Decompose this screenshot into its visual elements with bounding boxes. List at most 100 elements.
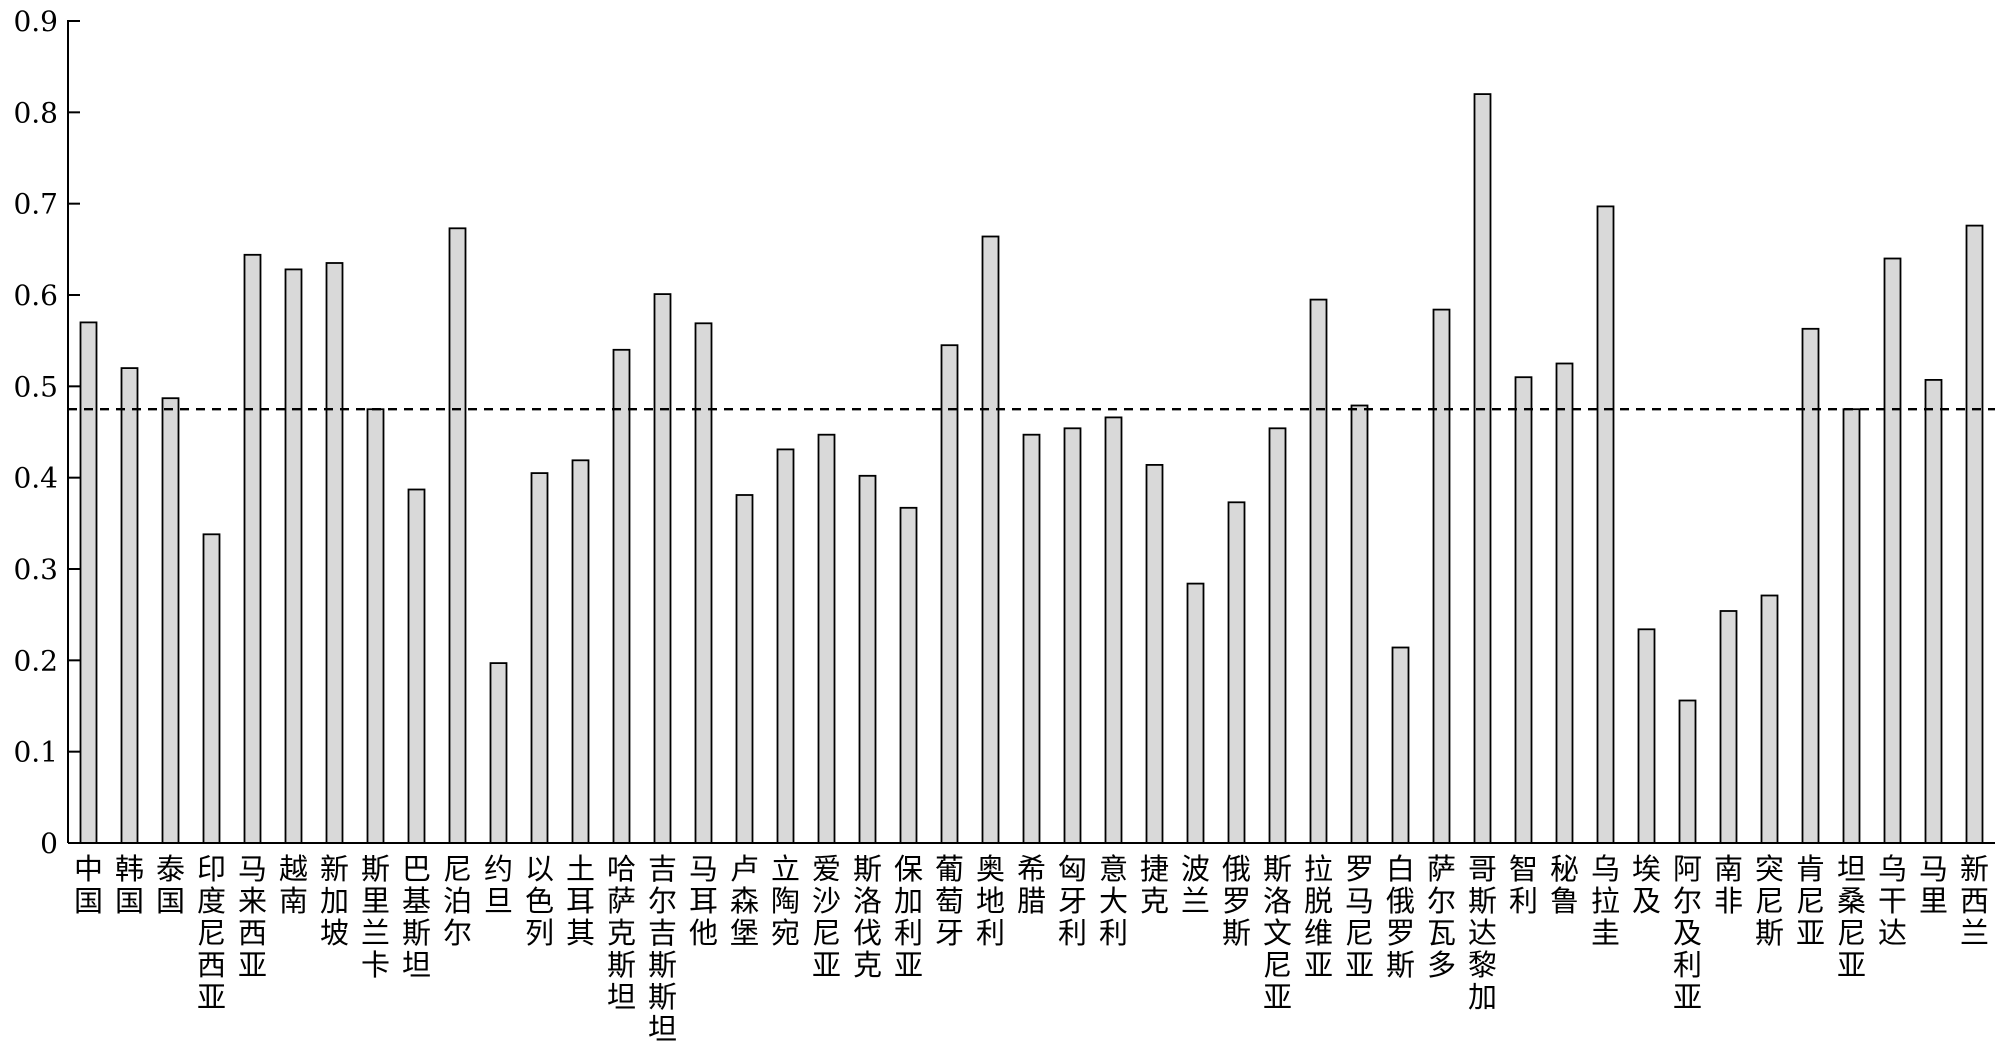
bar xyxy=(1596,205,1615,844)
bar xyxy=(1309,298,1328,844)
x-category-label: 泰国 xyxy=(156,852,185,918)
x-category-label: 俄罗斯 xyxy=(1222,852,1251,950)
y-tick-label: 0.5 xyxy=(13,370,58,403)
x-category-label: 斯洛文尼亚 xyxy=(1263,852,1292,1014)
x-category-label: 希腊 xyxy=(1017,852,1046,918)
bar xyxy=(284,268,303,844)
y-tick-label: 0.7 xyxy=(13,188,58,221)
bar xyxy=(694,322,713,844)
x-category-label: 波兰 xyxy=(1181,852,1210,918)
bar xyxy=(735,494,754,844)
x-category-label: 新加坡 xyxy=(320,852,349,950)
bar xyxy=(1063,427,1082,844)
x-category-label: 秘鲁 xyxy=(1550,852,1579,918)
bar xyxy=(243,253,262,844)
bar xyxy=(1104,416,1123,844)
x-category-label: 哥斯达黎加 xyxy=(1468,852,1497,1014)
x-category-label: 乌拉圭 xyxy=(1591,852,1620,950)
x-category-label: 匈牙利 xyxy=(1058,852,1087,950)
x-category-label: 约旦 xyxy=(484,852,513,918)
x-category-label: 立陶宛 xyxy=(771,852,800,950)
bar xyxy=(1432,308,1451,844)
y-tick-label: 0 xyxy=(40,827,58,860)
bar xyxy=(1801,327,1820,844)
x-category-label: 斯洛伐克 xyxy=(853,852,882,982)
bar xyxy=(1186,582,1205,844)
x-category-label: 斯里兰卡 xyxy=(361,852,390,982)
bar xyxy=(448,227,467,844)
bar xyxy=(981,235,1000,844)
x-category-label: 哈萨克斯坦 xyxy=(607,852,636,1014)
bar xyxy=(1842,408,1861,844)
bar xyxy=(1965,224,1984,844)
bar xyxy=(325,262,344,844)
bar xyxy=(571,459,590,844)
bar xyxy=(1022,433,1041,844)
bar xyxy=(653,293,672,844)
y-tick-label: 0.6 xyxy=(13,279,58,312)
bar xyxy=(776,448,795,844)
x-category-label: 保加利亚 xyxy=(894,852,923,982)
bar xyxy=(899,506,918,844)
x-category-label: 越南 xyxy=(279,852,308,918)
x-category-label: 马耳他 xyxy=(689,852,718,950)
bar xyxy=(1473,93,1492,844)
x-category-label: 葡萄牙 xyxy=(935,852,964,950)
bar xyxy=(1145,463,1164,844)
bar xyxy=(366,408,385,844)
x-category-label: 马来西亚 xyxy=(238,852,267,982)
x-category-label: 罗马尼亚 xyxy=(1345,852,1374,982)
x-category-label: 土耳其 xyxy=(566,852,595,950)
bar xyxy=(1719,610,1738,844)
bar xyxy=(1514,376,1533,844)
bar xyxy=(1268,427,1287,844)
bar xyxy=(530,472,549,844)
axes-layer xyxy=(67,20,1995,844)
x-category-label: 捷克 xyxy=(1140,852,1169,918)
bar xyxy=(1555,362,1574,844)
y-tick-label: 0.9 xyxy=(13,5,58,38)
bar xyxy=(161,397,180,844)
x-category-label: 南非 xyxy=(1714,852,1743,918)
bar xyxy=(120,367,139,844)
x-category-label: 印度尼西亚 xyxy=(197,852,226,1014)
bar xyxy=(1883,257,1902,844)
x-category-label: 新西兰 xyxy=(1960,852,1989,950)
bar xyxy=(1924,378,1943,844)
bar xyxy=(1637,628,1656,844)
x-category-label: 吉尔吉斯斯坦 xyxy=(648,852,677,1046)
x-category-label: 卢森堡 xyxy=(730,852,759,950)
y-tick-label: 0.1 xyxy=(13,736,58,769)
bar xyxy=(202,533,221,844)
x-category-label: 智利 xyxy=(1509,852,1538,918)
y-tick-label: 0.3 xyxy=(13,553,58,586)
x-category-label: 肯尼亚 xyxy=(1796,852,1825,950)
x-category-label: 巴基斯坦 xyxy=(402,852,431,982)
bar xyxy=(1350,404,1369,844)
x-category-label: 拉脱维亚 xyxy=(1304,852,1333,982)
x-category-label: 埃及 xyxy=(1632,852,1661,918)
bars-layer xyxy=(79,93,1984,844)
x-category-label: 爱沙尼亚 xyxy=(812,852,841,982)
x-category-label: 奥地利 xyxy=(976,852,1005,950)
bar xyxy=(817,433,836,844)
x-category-label: 突尼斯 xyxy=(1755,852,1784,950)
bar xyxy=(407,488,426,844)
y-tick-label: 0.8 xyxy=(13,96,58,129)
bar xyxy=(1391,646,1410,844)
x-category-labels: 中国韩国泰国印度尼西亚马来西亚越南新加坡斯里兰卡巴基斯坦尼泊尔约旦以色列土耳其哈… xyxy=(74,852,1989,1046)
x-category-label: 乌干达 xyxy=(1878,852,1907,950)
x-category-label: 阿尔及利亚 xyxy=(1673,852,1702,1014)
x-category-label: 以色列 xyxy=(525,852,554,950)
x-category-label: 马里 xyxy=(1919,852,1948,918)
x-category-label: 中国 xyxy=(74,852,103,918)
bar xyxy=(612,348,631,844)
bar xyxy=(79,321,98,844)
bar xyxy=(1227,501,1246,844)
y-ticks: 0 0.1 0.2 0.3 0.4 0.5 0.6 0.7 0.8 0.9 xyxy=(13,5,80,860)
y-tick-label: 0.2 xyxy=(13,644,58,677)
bar xyxy=(940,344,959,844)
x-category-label: 白俄罗斯 xyxy=(1386,852,1415,982)
